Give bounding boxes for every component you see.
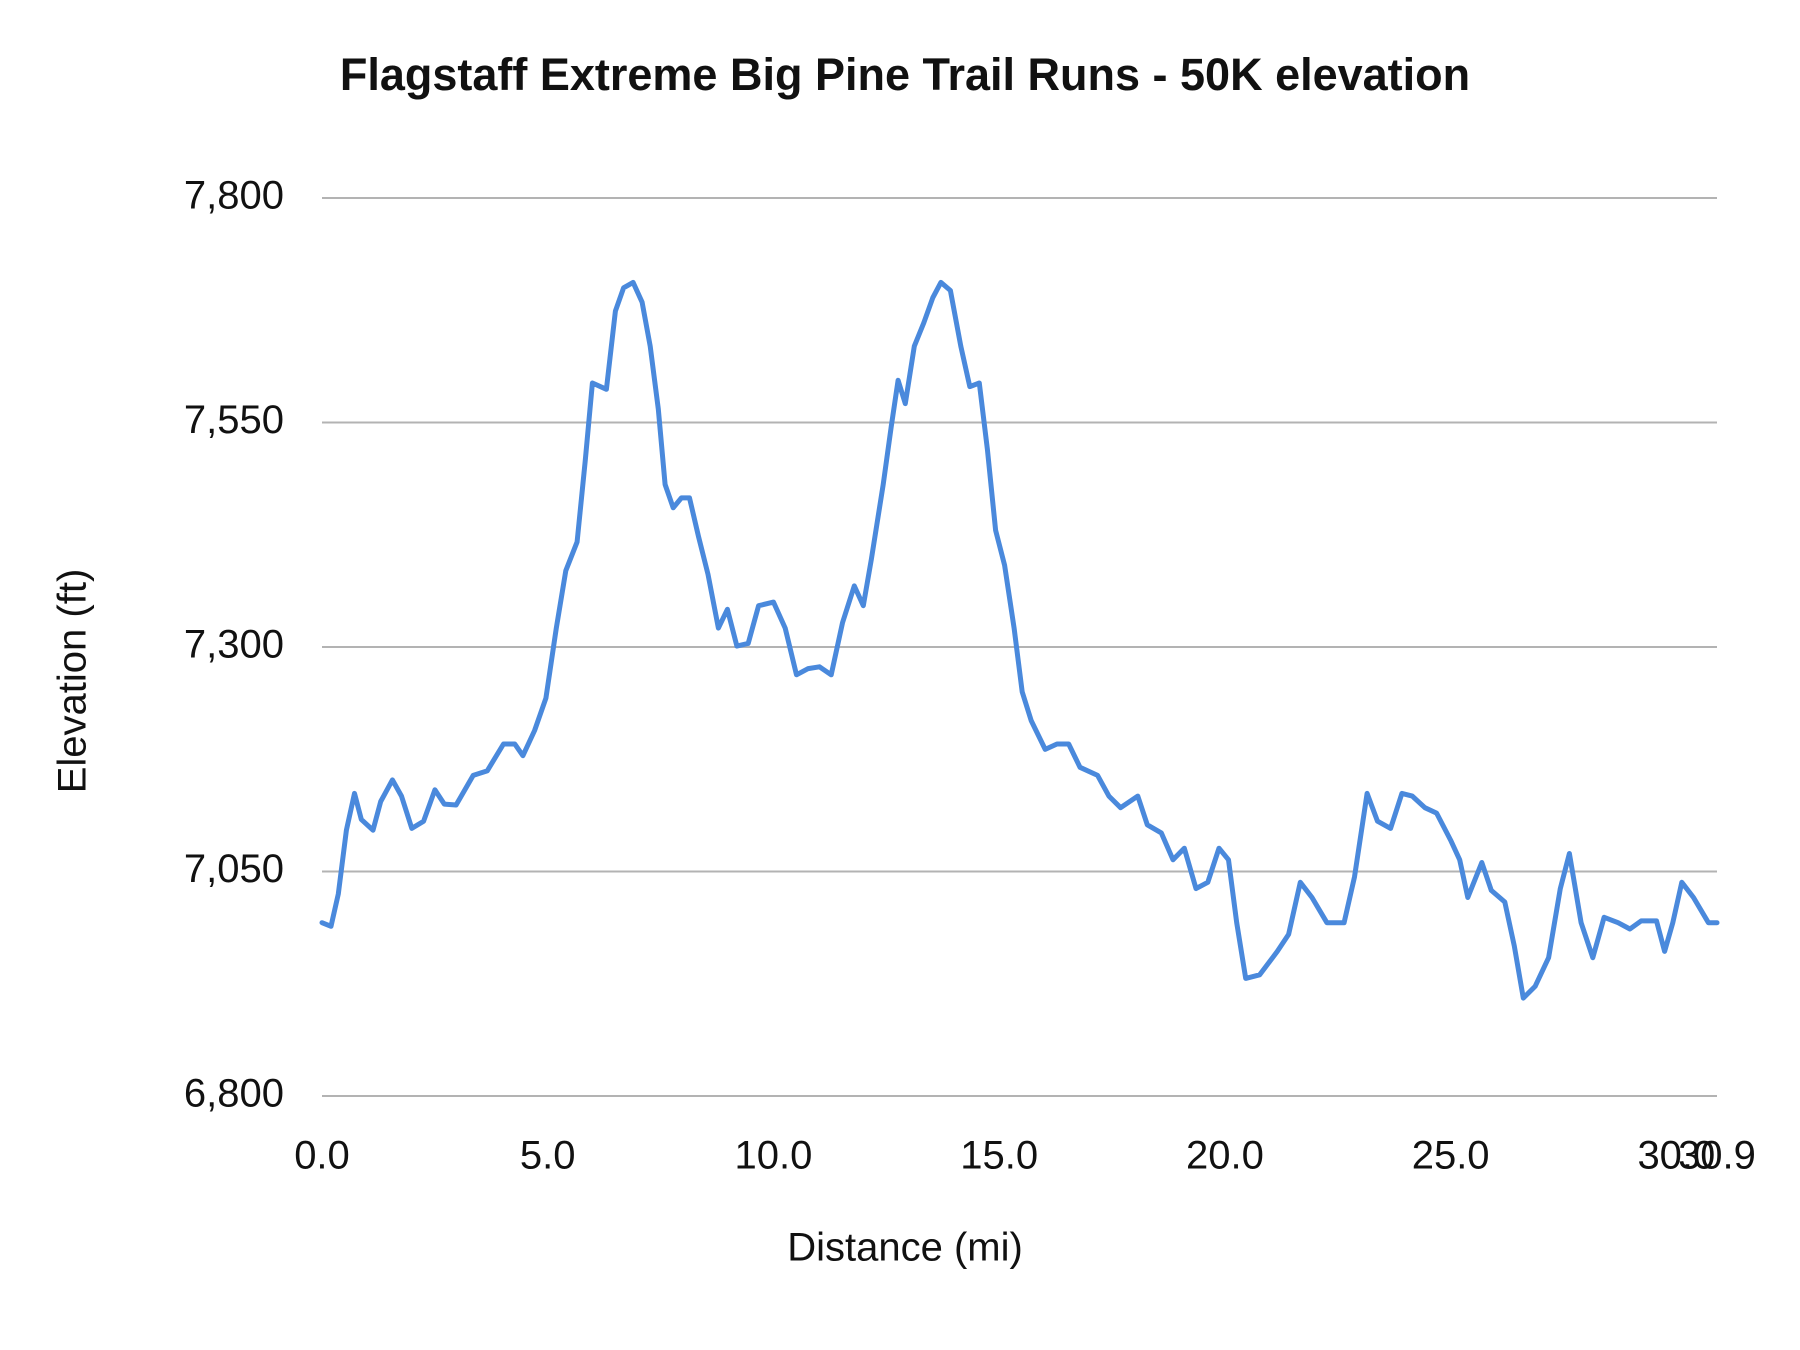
x-tick-label: 10.0 [735,1134,813,1178]
x-tick-label: 15.0 [960,1134,1038,1178]
y-tick-label: 6,800 [184,1072,284,1116]
x-tick-label: 20.0 [1186,1134,1264,1178]
chart-title: Flagstaff Extreme Big Pine Trail Runs - … [340,49,1470,100]
y-tick-label: 7,050 [184,847,284,891]
y-axis-title: Elevation (ft) [51,569,95,794]
elevation-line [319,279,1720,1001]
x-tick-label: 25.0 [1412,1134,1490,1178]
y-tick-label: 7,800 [184,174,284,218]
x-tick-label: 30.9 [1678,1134,1756,1178]
x-tick-label: 0.0 [294,1134,350,1178]
y-tick-label: 7,300 [184,623,284,667]
x-axis-title: Distance (mi) [787,1226,1023,1270]
x-tick-label: 5.0 [520,1134,576,1178]
x-tick-label: 30.0 [1637,1134,1715,1178]
y-tick-label: 7,550 [184,398,284,442]
